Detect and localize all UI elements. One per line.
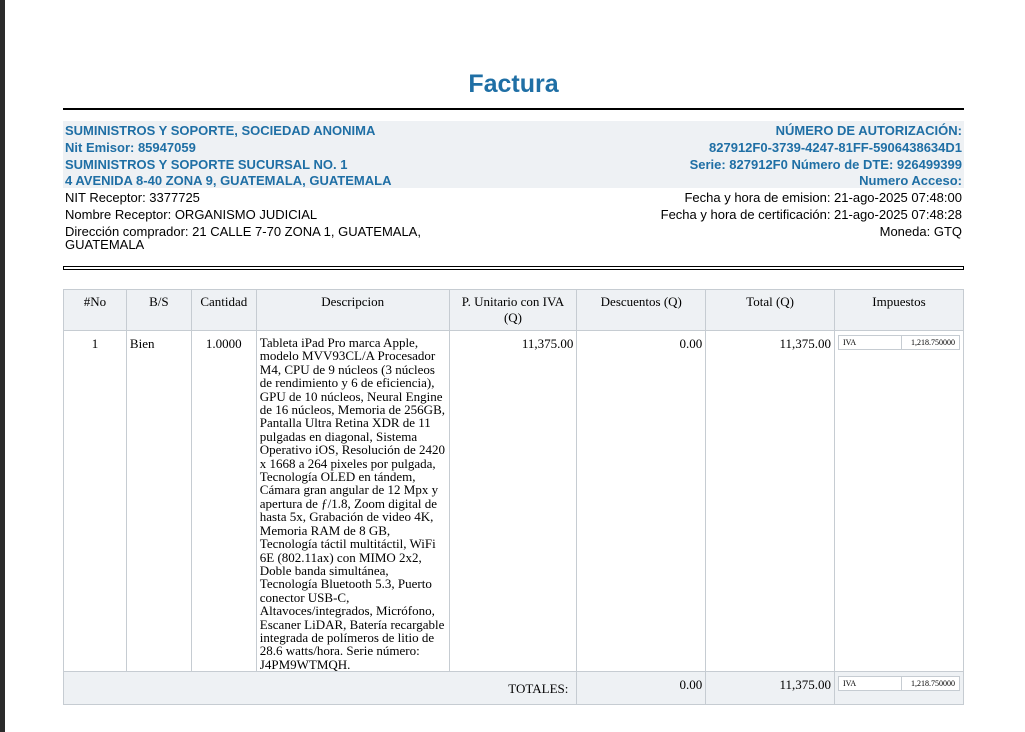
receiver-address: Dirección comprador: 21 CALLE 7-70 ZONA …	[65, 223, 421, 252]
tax-box: IVA 1,218.750000	[837, 335, 960, 350]
authorization-label: NÚMERO DE AUTORIZACIÓN:	[775, 123, 962, 138]
table-header-row: #No B/S Cantidad Descripcion P. Unitario…	[63, 289, 965, 331]
totals-total: 11,375.00	[705, 671, 835, 706]
header-unit-price: P. Unitario con IVA (Q)	[448, 289, 578, 331]
totals-row: TOTALES: 0.00 11,375.00 IVA 1,218.750000	[62, 671, 965, 706]
header-total: Total (Q)	[705, 289, 835, 331]
cell-description: Tableta iPad Pro marca Apple, modelo MVV…	[255, 329, 450, 673]
receiver-info: NIT Receptor: 3377725 Nombre Receptor: O…	[65, 190, 445, 251]
double-divider	[63, 266, 964, 270]
totals-tax-name: IVA	[839, 677, 902, 691]
cell-total: 11,375.00	[705, 329, 835, 673]
totals-tax-value: 1,218.750000	[911, 679, 955, 689]
access-label: Numero Acceso:	[859, 173, 962, 189]
cell-taxes: IVA 1,218.750000	[833, 329, 965, 673]
issuer-nit: Nit Emisor: 85947059	[65, 139, 196, 155]
receiver-nit: NIT Receptor: 3377725	[65, 190, 200, 205]
header-taxes: Impuestos	[833, 289, 965, 331]
top-divider	[63, 108, 964, 110]
authorization-number: 827912F0-3739-4247-81FF-5906438634D1	[709, 139, 962, 155]
cell-no: 1	[63, 329, 127, 673]
dates-info: Fecha y hora de emision: 21-ago-2025 07:…	[661, 190, 962, 240]
page-edge	[0, 0, 5, 732]
series-dte: Serie: 827912F0 Número de DTE: 926499399	[689, 156, 962, 172]
cell-unit-price: 11,375.00	[448, 329, 578, 673]
issuer-branch: SUMINISTROS Y SOPORTE SUCURSAL NO. 1	[65, 156, 348, 172]
certification-date: Fecha y hora de certificación: 21-ago-20…	[660, 206, 962, 222]
totals-taxes: IVA 1,218.750000	[833, 671, 965, 706]
table-row: 1 Bien 1.0000 Tableta iPad Pro marca App…	[63, 329, 965, 673]
issuer-address: 4 AVENIDA 8-40 ZONA 9, GUATEMALA, GUATEM…	[65, 173, 392, 189]
totals-discount: 0.00	[576, 671, 707, 706]
header-description: Descripcion	[255, 289, 450, 331]
items-table: #No B/S Cantidad Descripcion P. Unitario…	[62, 289, 965, 706]
cell-bs: Bien	[125, 329, 192, 673]
cell-discount: 0.00	[576, 329, 707, 673]
currency: Moneda: GTQ	[879, 223, 962, 239]
emission-date: Fecha y hora de emision: 21-ago-2025 07:…	[684, 190, 962, 205]
cell-qty: 1.0000	[190, 329, 257, 673]
totals-label: TOTALES:	[62, 671, 578, 706]
authorization-info: NÚMERO DE AUTORIZACIÓN: 827912F0-3739-42…	[690, 123, 962, 190]
issuer-info: SUMINISTROS Y SOPORTE, SOCIEDAD ANONIMA …	[65, 123, 391, 190]
header-discount: Descuentos (Q)	[576, 289, 707, 331]
header-no: #No	[63, 289, 127, 331]
totals-tax-box: IVA 1,218.750000	[837, 676, 960, 692]
tax-value: 1,218.750000	[911, 338, 955, 347]
receiver-name: Nombre Receptor: ORGANISMO JUDICIAL	[65, 206, 318, 222]
invoice-title: Factura	[468, 70, 559, 98]
header-qty: Cantidad	[190, 289, 257, 331]
issuer-band	[63, 121, 964, 188]
tax-name: IVA	[839, 336, 902, 349]
issuer-name: SUMINISTROS Y SOPORTE, SOCIEDAD ANONIMA	[65, 123, 376, 138]
header-bs: B/S	[125, 289, 192, 331]
